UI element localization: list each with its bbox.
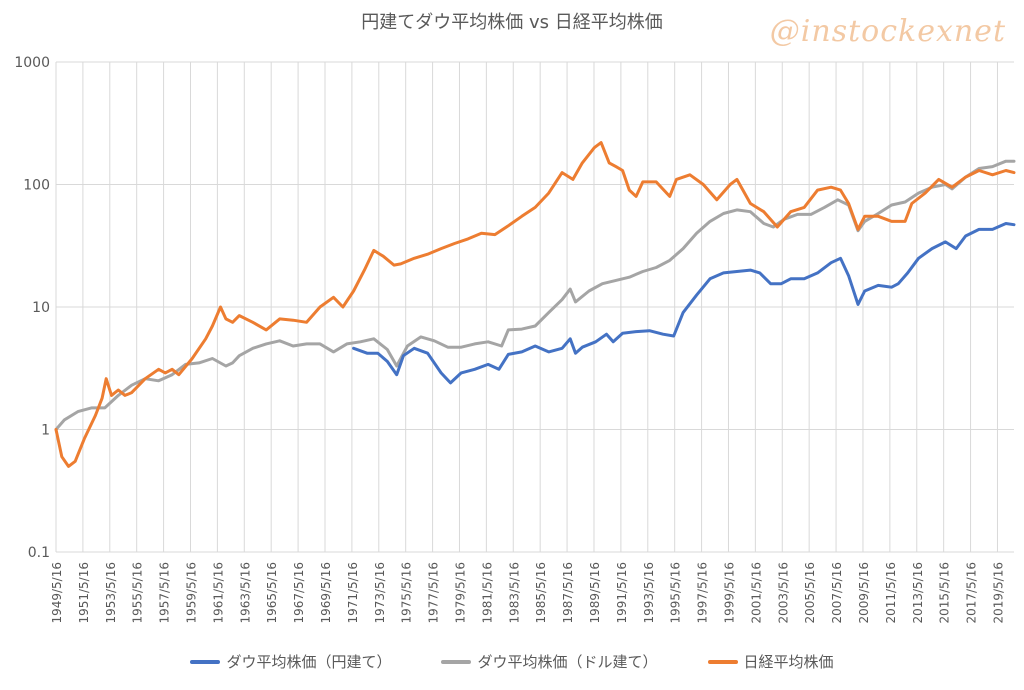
y-tick-label: 1: [41, 423, 50, 439]
x-axis: 1949/5/16 1951/5/16 1953/5/16 1955/5/16 1957…: [50, 562, 1005, 624]
x-tick-label: 2007/5/16: [830, 562, 844, 624]
legend-item: ダウ平均株価（円建て）: [190, 651, 391, 672]
x-tick-label: 1961/5/16: [211, 562, 225, 624]
y-tick-label: 100: [23, 178, 50, 194]
x-tick-label: 1993/5/16: [642, 562, 656, 624]
x-tick-label: 1951/5/16: [77, 562, 91, 624]
legend-item: ダウ平均株価（ドル建て）: [441, 651, 658, 672]
x-tick-label: 1967/5/16: [292, 562, 306, 624]
legend-swatch: [190, 659, 221, 664]
x-tick-label: 2003/5/16: [776, 562, 790, 624]
x-tick-label: 1953/5/16: [104, 562, 118, 624]
x-tick-label: 1965/5/16: [265, 562, 279, 624]
x-tick-label: 1975/5/16: [400, 562, 414, 624]
x-tick-label: 1999/5/16: [722, 562, 736, 624]
x-tick-label: 1981/5/16: [480, 562, 494, 624]
legend-label: 日経平均株価: [743, 653, 834, 671]
x-tick-label: 1985/5/16: [534, 562, 548, 624]
x-tick-label: 1969/5/16: [319, 562, 333, 624]
y-tick-label: 10: [32, 300, 50, 316]
x-tick-label: 1989/5/16: [588, 562, 602, 624]
legend-label: ダウ平均株価（ドル建て）: [477, 653, 658, 671]
x-tick-label: 2011/5/16: [884, 562, 898, 624]
x-tick-label: 1995/5/16: [669, 562, 683, 624]
x-tick-label: 2005/5/16: [803, 562, 817, 624]
x-tick-label: 2009/5/16: [857, 562, 871, 624]
x-tick-label: 1997/5/16: [696, 562, 710, 624]
legend-swatch: [441, 659, 472, 664]
x-tick-label: 1963/5/16: [238, 562, 252, 624]
chart-title: 円建てダウ平均株価 vs 日経平均株価: [361, 12, 663, 33]
series-line-0: [352, 222, 1016, 385]
y-tick-label: 0.1: [28, 545, 50, 561]
x-tick-label: 2015/5/16: [938, 562, 952, 624]
series-layer: [54, 141, 1016, 468]
series-line-2: [54, 141, 1016, 468]
x-tick-label: 2001/5/16: [749, 562, 763, 624]
x-tick-label: 1959/5/16: [184, 562, 198, 624]
legend-swatch: [707, 659, 738, 664]
y-tick-label: 1000: [14, 55, 50, 71]
x-tick-label: 1977/5/16: [427, 562, 441, 624]
x-tick-label: 1957/5/16: [158, 562, 172, 624]
legend: ダウ平均株価（円建て） ダウ平均株価（ドル建て） 日経平均株価: [0, 651, 1024, 672]
legend-item: 日経平均株価: [707, 651, 834, 672]
y-gridlines: [56, 61, 1014, 553]
x-tick-label: 1991/5/16: [615, 562, 629, 624]
x-tick-label: 1949/5/16: [50, 562, 64, 624]
x-tick-label: 2013/5/16: [911, 562, 925, 624]
x-tick-label: 2017/5/16: [965, 562, 979, 624]
legend-label: ダウ平均株価（円建て）: [226, 653, 392, 671]
y-axis: 0.1 1 10 100 1000: [14, 55, 50, 561]
series-line-1: [54, 159, 1016, 431]
x-tick-label: 2019/5/16: [991, 562, 1005, 624]
x-tick-label: 1955/5/16: [131, 562, 145, 624]
x-tick-label: 1973/5/16: [373, 562, 387, 624]
x-tick-label: 1971/5/16: [346, 562, 360, 624]
x-tick-label: 1983/5/16: [507, 562, 521, 624]
x-tick-label: 1987/5/16: [561, 562, 575, 624]
x-gridlines: [55, 62, 998, 552]
x-tick-label: 1979/5/16: [453, 562, 467, 624]
watermark: @instockexnet: [769, 14, 1006, 49]
